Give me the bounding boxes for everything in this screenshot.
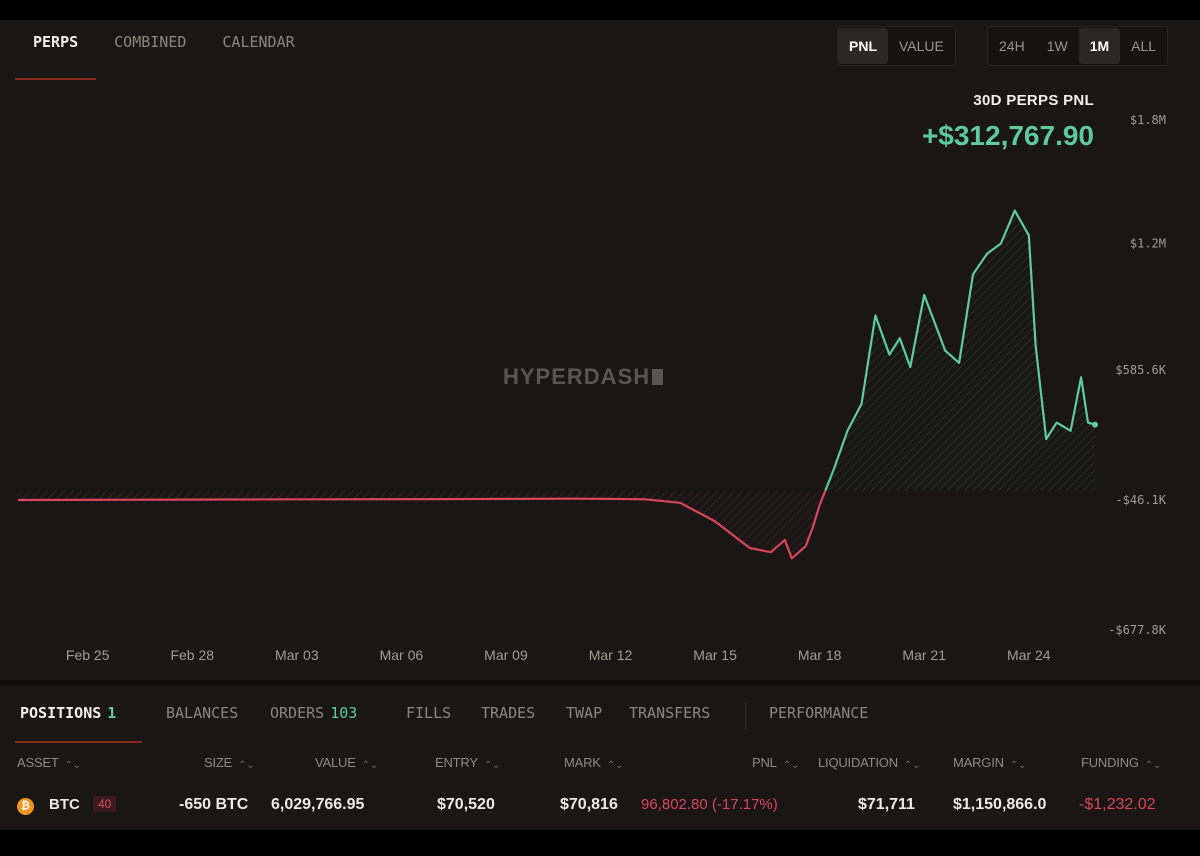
- range-toggle: 24H 1W 1M ALL: [987, 26, 1169, 66]
- x-tick-label: Mar 09: [484, 647, 528, 663]
- column-header-size-label: SIZE: [204, 755, 233, 770]
- column-header-size[interactable]: SIZE ⌃⌄: [204, 755, 255, 771]
- sort-icon: ⌃⌄: [238, 760, 255, 771]
- column-header-liquidation-label: LIQUIDATION: [818, 755, 898, 770]
- orders-count: 103: [330, 704, 358, 722]
- position-size: -650 BTC: [179, 796, 249, 813]
- column-header-funding[interactable]: FUNDING ⌃⌄: [1081, 755, 1162, 771]
- sort-icon: ⌃⌄: [64, 760, 82, 771]
- sort-icon: ⌃⌄: [903, 760, 921, 771]
- column-header-asset-label: ASSET: [17, 755, 59, 770]
- position-pnl: 96,802.80 (-17.17%): [641, 796, 778, 813]
- y-tick-label: -$677.8K: [1108, 623, 1167, 637]
- tab-trades[interactable]: TRADES: [481, 704, 536, 722]
- tab-positions[interactable]: POSITIONS 1: [20, 704, 116, 722]
- x-tick-label: Mar 12: [589, 647, 633, 663]
- app-frame: PERPS COMBINED CALENDAR PNL VALUE 24H 1W…: [0, 20, 1200, 830]
- tab-combined[interactable]: COMBINED: [114, 33, 187, 51]
- x-tick-label: Mar 18: [798, 647, 842, 663]
- column-header-value-label: VALUE: [315, 755, 356, 770]
- pnl-area-negative: [18, 490, 826, 559]
- tab-orders-label: ORDERS: [270, 704, 325, 722]
- column-header-entry-label: ENTRY: [435, 755, 478, 770]
- y-tick-label: -$46.1K: [1115, 493, 1166, 507]
- position-margin: $1,150,866.0: [953, 796, 1047, 813]
- column-header-pnl-label: PNL: [752, 755, 777, 770]
- leverage-badge: 40: [93, 796, 117, 812]
- x-tick-label: Mar 06: [380, 647, 424, 663]
- column-header-margin-label: MARGIN: [953, 755, 1004, 770]
- position-value: 6,029,766.95: [271, 796, 365, 813]
- range-all-button[interactable]: ALL: [1131, 38, 1157, 54]
- mode-toggle: PNL VALUE: [837, 26, 956, 66]
- range-1m-button[interactable]: 1M: [1078, 28, 1121, 64]
- tab-performance[interactable]: PERFORMANCE: [769, 704, 869, 722]
- sort-icon: ⌃⌄: [606, 760, 624, 771]
- column-header-liquidation[interactable]: LIQUIDATION ⌃⌄: [818, 755, 921, 771]
- x-tick-label: Feb 25: [66, 647, 110, 663]
- liquidation-price: $71,711: [858, 796, 915, 813]
- column-header-mark[interactable]: MARK ⌃⌄: [564, 755, 624, 771]
- watermark-block-icon: [652, 369, 664, 385]
- column-header-asset[interactable]: ASSET ⌃⌄: [17, 755, 82, 771]
- column-header-margin[interactable]: MARGIN ⌃⌄: [953, 755, 1027, 771]
- panel-divider: [0, 680, 1200, 686]
- range-1w-button[interactable]: 1W: [1046, 38, 1068, 54]
- pnl-title: 30D PERPS PNL: [973, 92, 1094, 109]
- positions-count: 1: [107, 704, 117, 722]
- tab-perps[interactable]: PERPS: [15, 20, 97, 80]
- table-row[interactable]: ₿ BTC 40 -650 BTC 6,029,766.95 $70,520 $…: [0, 792, 1200, 822]
- tab-orders[interactable]: ORDERS 103: [270, 704, 357, 722]
- bitcoin-icon: ₿: [17, 798, 34, 815]
- pnl-chart: $1.8M $1.2M $585.6K -$46.1K -$677.8K Feb 25 F…: [17, 113, 1167, 663]
- tab-separator: [745, 703, 746, 729]
- sort-icon: ⌃⌄: [782, 760, 800, 771]
- tab-transfers[interactable]: TRANSFERS: [629, 704, 711, 722]
- pnl-area-positive: [825, 210, 1095, 491]
- x-tick-label: Mar 03: [275, 647, 319, 663]
- pnl-value: +$312,767.90: [921, 120, 1094, 151]
- x-tick-label: Mar 21: [902, 647, 946, 663]
- entry-price: $70,520: [437, 796, 495, 813]
- x-tick-label: Mar 24: [1007, 647, 1051, 663]
- active-tab-underline: [15, 741, 142, 743]
- tab-positions-label: POSITIONS: [20, 704, 102, 722]
- watermark-logo: HYPERDASH: [503, 364, 664, 390]
- pnl-current-point: [1092, 421, 1098, 428]
- range-24h-button[interactable]: 24H: [999, 38, 1025, 54]
- column-header-mark-label: MARK: [564, 755, 601, 770]
- tab-fills[interactable]: FILLS: [406, 704, 452, 722]
- pnl-line-positive: [824, 209, 1096, 491]
- mark-price: $70,816: [560, 796, 618, 813]
- sort-icon: ⌃⌄: [1009, 760, 1027, 771]
- sort-icon: ⌃⌄: [361, 760, 379, 771]
- y-tick-label: $1.8M: [1130, 113, 1166, 127]
- mode-value-button[interactable]: VALUE: [899, 38, 944, 54]
- column-header-value[interactable]: VALUE ⌃⌄: [315, 755, 379, 771]
- x-tick-label: Mar 15: [693, 647, 737, 663]
- sort-icon: ⌃⌄: [1144, 760, 1162, 771]
- sort-icon: ⌃⌄: [483, 760, 501, 771]
- tab-calendar[interactable]: CALENDAR: [222, 33, 295, 51]
- y-tick-label: $585.6K: [1115, 363, 1166, 377]
- tab-balances[interactable]: BALANCES: [166, 704, 239, 722]
- watermark-text: HYPERDASH: [503, 364, 651, 389]
- asset-symbol[interactable]: BTC: [49, 796, 80, 813]
- tab-twap[interactable]: TWAP: [566, 704, 603, 722]
- position-funding: -$1,232.02: [1079, 796, 1156, 813]
- y-tick-label: $1.2M: [1130, 236, 1166, 250]
- mode-pnl-button[interactable]: PNL: [838, 28, 888, 64]
- x-tick-label: Feb 28: [170, 647, 214, 663]
- view-tabs: PERPS COMBINED CALENDAR: [15, 20, 313, 80]
- column-header-entry[interactable]: ENTRY ⌃⌄: [435, 755, 501, 771]
- pnl-line-negative: [17, 490, 827, 560]
- column-header-pnl[interactable]: PNL ⌃⌄: [752, 755, 800, 771]
- column-header-funding-label: FUNDING: [1081, 755, 1139, 770]
- account-tabs: POSITIONS 1 BALANCES ORDERS 103 FILLS TRAD…: [0, 692, 1200, 742]
